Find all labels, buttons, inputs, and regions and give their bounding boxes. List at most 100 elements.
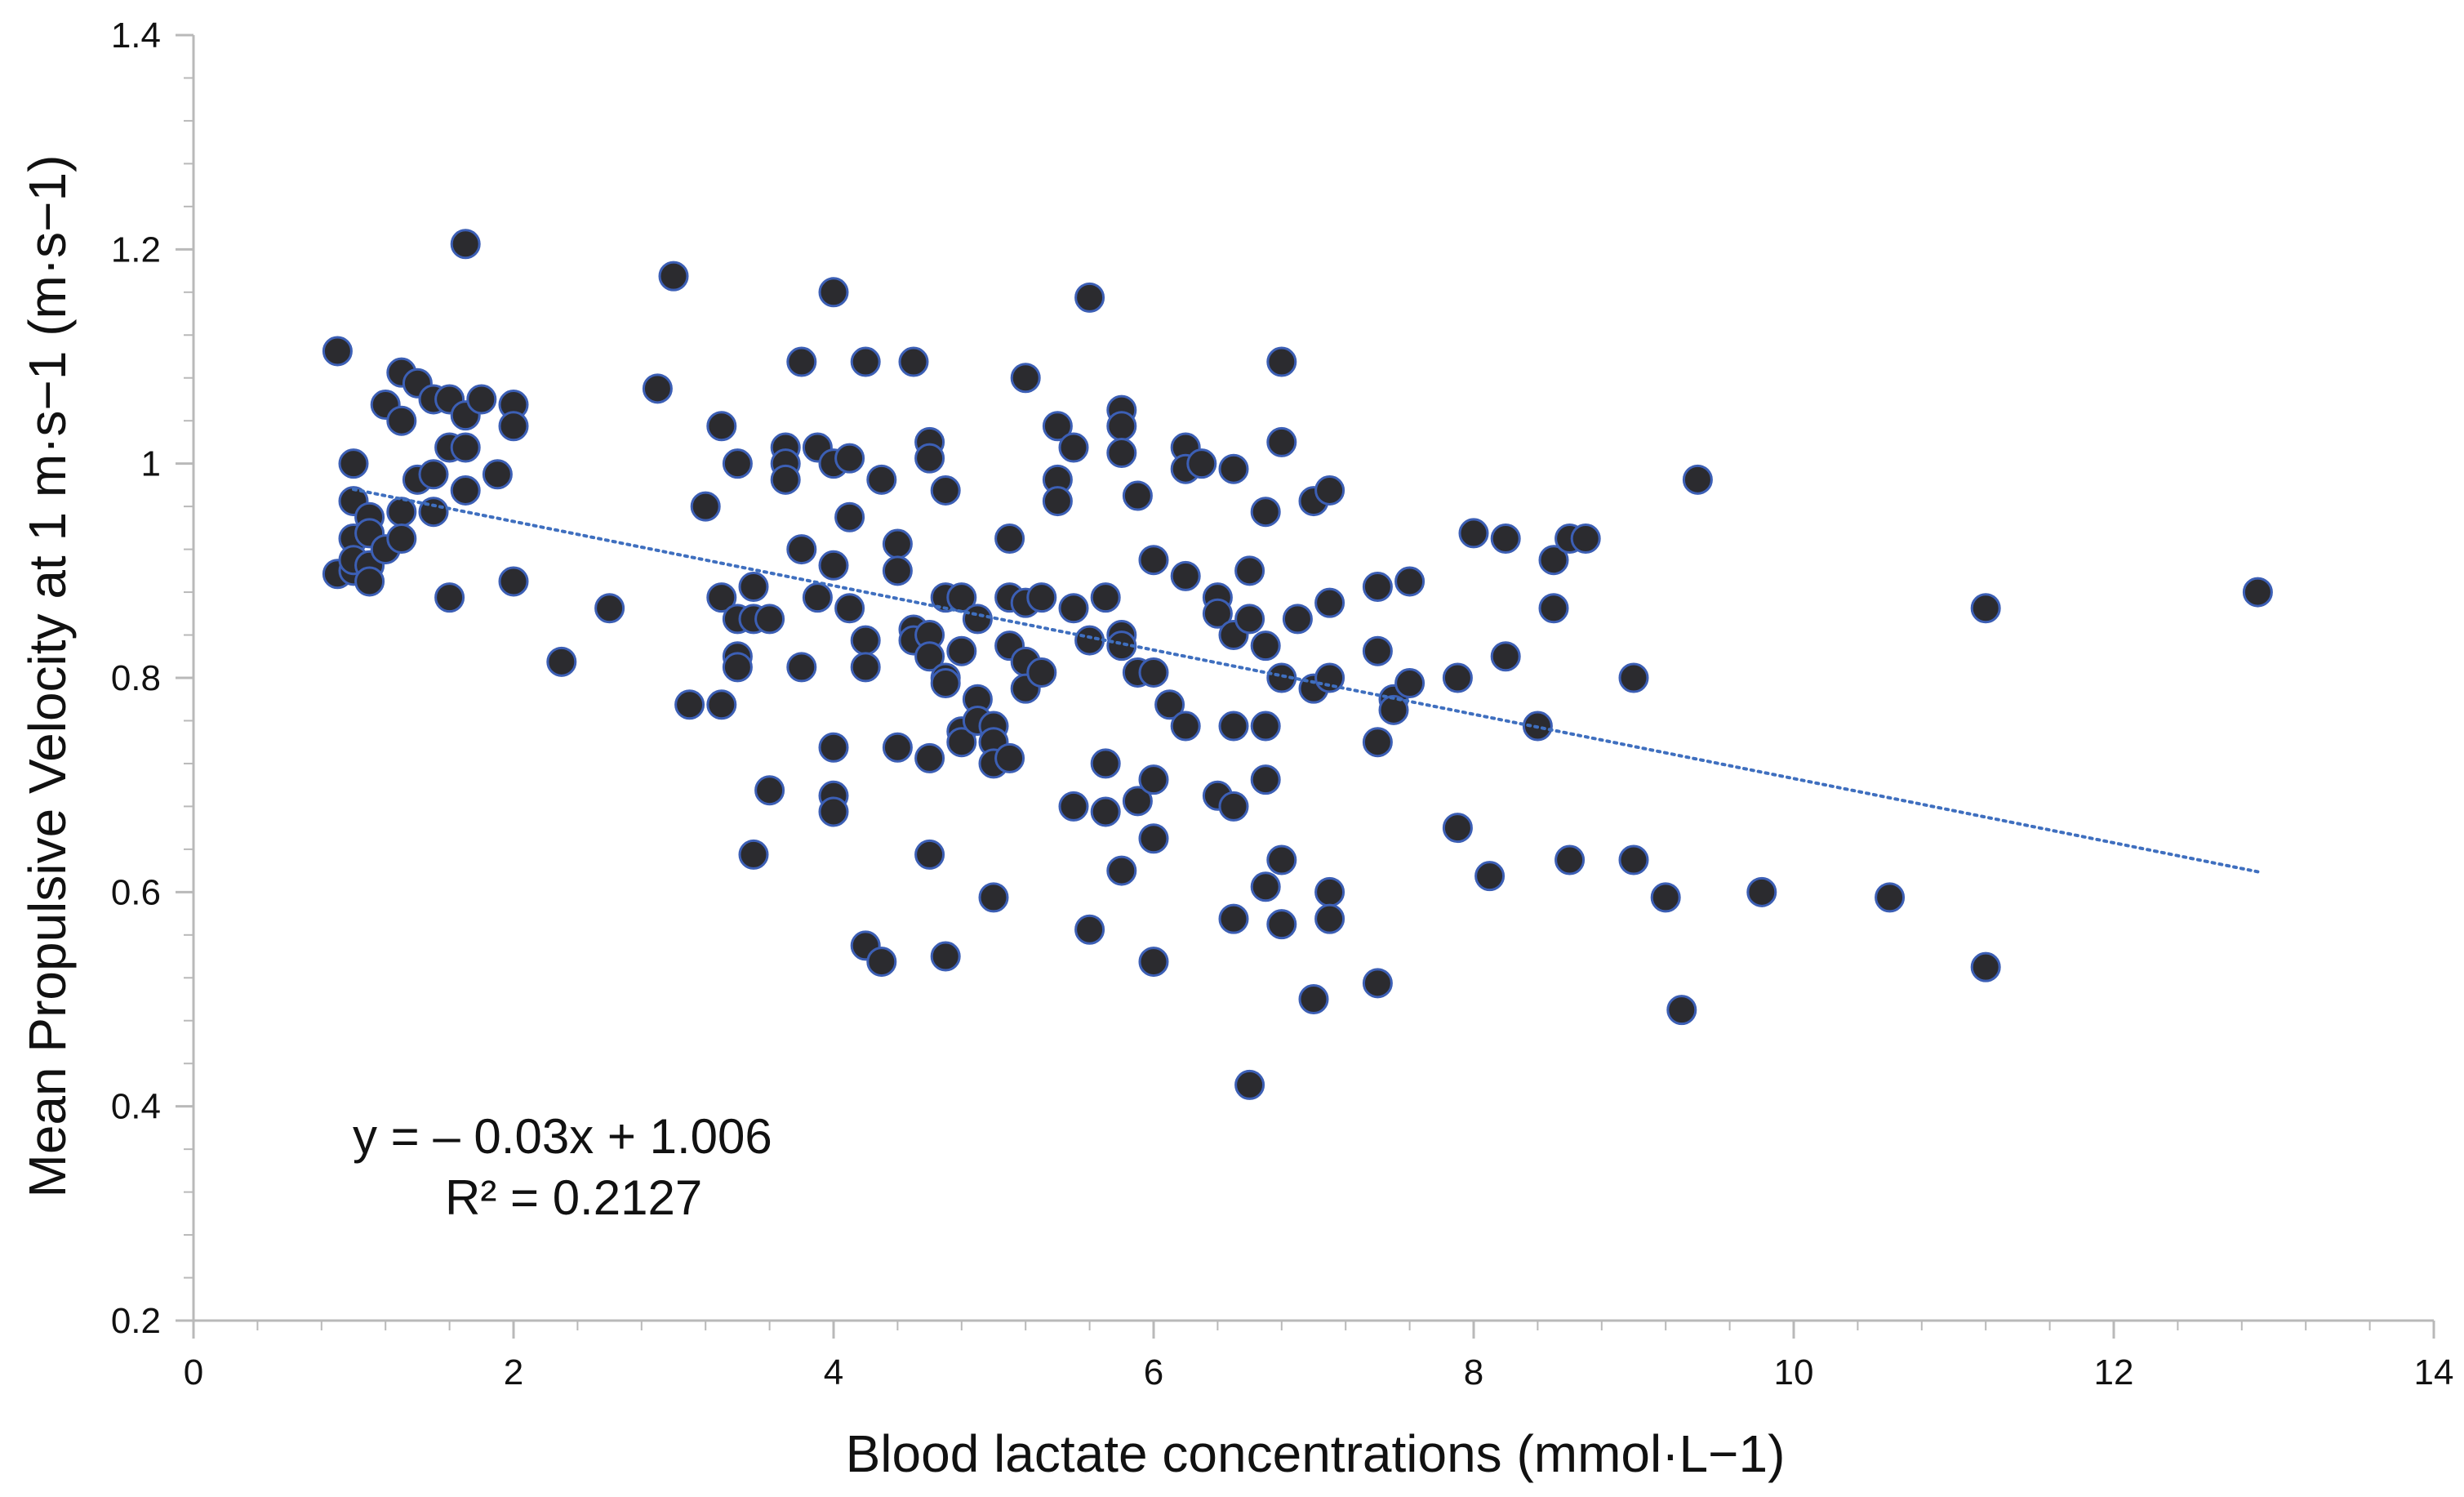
data-point <box>1250 497 1281 528</box>
data-point <box>898 346 929 377</box>
data-point <box>1875 882 1906 913</box>
data-point <box>1298 984 1329 1014</box>
data-point <box>498 411 529 442</box>
data-point <box>770 464 801 495</box>
trendline <box>352 488 2260 874</box>
data-point <box>818 550 849 581</box>
data-point <box>450 474 481 506</box>
data-point <box>1314 587 1345 618</box>
data-point <box>722 652 753 683</box>
data-point <box>1154 689 1185 720</box>
data-point <box>1138 764 1169 795</box>
data-point <box>706 411 737 442</box>
data-point <box>1362 572 1393 603</box>
data-point <box>1170 560 1201 591</box>
labels: y = – 0.03x + 1.006 R² = 0.2127 Blood la… <box>18 155 1785 1483</box>
data-point <box>386 523 417 554</box>
data-point <box>450 229 481 260</box>
data-point <box>1138 657 1169 688</box>
data-point <box>690 491 721 522</box>
data-point <box>738 839 769 870</box>
data-point <box>1266 844 1297 875</box>
y-tick-label: 0.6 <box>111 872 161 912</box>
equation-annotation: y = – 0.03x + 1.006 <box>353 1109 772 1164</box>
data-point <box>1970 951 2001 982</box>
data-point <box>1970 593 2001 624</box>
data-point <box>546 646 577 677</box>
data-point <box>1394 566 1425 597</box>
data-point <box>1618 844 1649 875</box>
data-point <box>1234 1069 1265 1100</box>
data-point <box>1058 432 1089 463</box>
data-point <box>978 882 1009 913</box>
data-point <box>418 459 449 490</box>
data-point <box>1058 791 1089 822</box>
data-point <box>1074 282 1105 313</box>
data-point <box>642 373 673 404</box>
data-point <box>450 432 481 463</box>
data-point <box>1474 861 1506 892</box>
data-point <box>1218 711 1249 742</box>
x-tick-label: 6 <box>1144 1352 1163 1392</box>
y-tick-label: 0.4 <box>111 1087 161 1127</box>
data-point <box>1682 464 1713 495</box>
data-point <box>1250 871 1281 902</box>
data-point <box>946 635 977 666</box>
data-point <box>914 742 945 773</box>
data-point <box>882 555 913 586</box>
data-point <box>738 572 769 603</box>
data-point <box>946 727 977 758</box>
data-point <box>1250 711 1281 742</box>
data-point <box>834 443 865 474</box>
data-point <box>1442 813 1473 844</box>
r-squared-annotation: R² = 0.2127 <box>445 1170 702 1225</box>
data-point <box>1234 555 1265 586</box>
data-point <box>1394 668 1425 699</box>
data-point <box>914 839 945 870</box>
data-points <box>322 229 2273 1100</box>
data-point <box>706 582 737 613</box>
data-point <box>786 534 817 565</box>
data-point <box>866 947 897 978</box>
data-point <box>1538 545 1569 576</box>
data-point <box>850 652 881 683</box>
data-point <box>786 346 817 377</box>
data-point <box>1314 474 1345 506</box>
data-point <box>1218 903 1249 934</box>
data-point <box>1490 523 1521 554</box>
y-axis-title: Mean Propulsive Velocity at 1 m·s−1 (m·s… <box>18 155 77 1198</box>
data-point <box>418 497 449 528</box>
data-point <box>882 732 913 763</box>
data-point <box>1026 657 1057 688</box>
data-point <box>802 582 833 613</box>
data-point <box>1250 630 1281 662</box>
x-axis-title: Blood lactate concentrations (mmol·L−1) <box>846 1424 1786 1483</box>
data-point <box>834 501 865 532</box>
data-point <box>1106 411 1137 442</box>
data-point <box>850 625 881 656</box>
data-point <box>1042 486 1073 517</box>
data-point <box>482 459 513 490</box>
data-point <box>962 604 993 635</box>
data-point <box>466 384 497 415</box>
data-point <box>1074 625 1105 656</box>
y-tick-label: 1 <box>141 444 161 484</box>
data-point <box>818 732 849 763</box>
y-tick-label: 1.4 <box>111 16 161 56</box>
data-point <box>1442 662 1473 693</box>
trendline-layer <box>352 488 2260 874</box>
data-point <box>914 641 945 672</box>
data-point <box>1010 363 1041 394</box>
data-point <box>1362 635 1393 666</box>
data-point <box>1362 727 1393 758</box>
data-point <box>914 443 945 474</box>
axes: 0 2 4 6 8 10 12 14 0.2 0.4 0.6 0.8 1 1.2 1.4 <box>111 16 2454 1392</box>
data-point <box>354 566 385 597</box>
data-point <box>1202 598 1233 629</box>
data-point <box>1314 876 1345 907</box>
data-point <box>1138 823 1169 854</box>
data-point <box>754 604 785 635</box>
x-tick-label: 2 <box>504 1352 523 1392</box>
